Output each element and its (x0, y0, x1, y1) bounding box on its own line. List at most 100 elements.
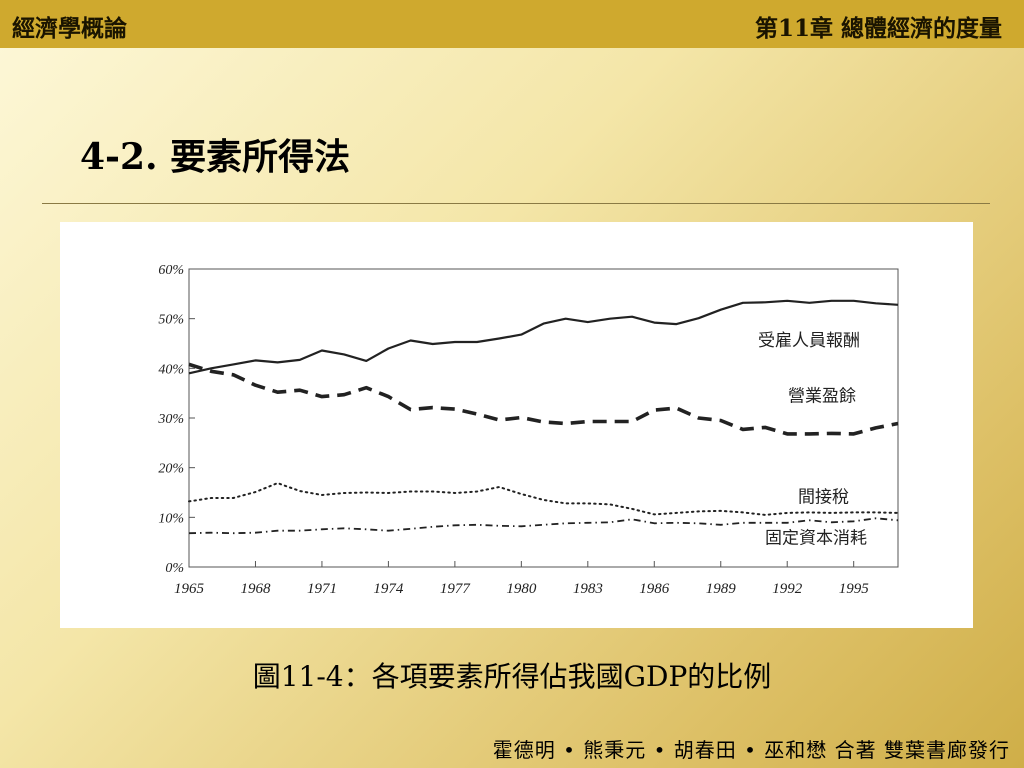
data-point (632, 316, 633, 317)
data-point (432, 526, 433, 527)
data-point (609, 421, 610, 422)
figure-caption: 圖11-4：各項要素所得佔我國GDP的比例 (252, 660, 772, 693)
x-tick-label: 1965 (174, 581, 205, 597)
data-point (875, 512, 876, 513)
data-point (410, 409, 411, 410)
data-point (698, 417, 699, 418)
data-point (698, 318, 699, 319)
data-point (476, 524, 477, 525)
data-point (343, 492, 344, 493)
x-tick-label: 1971 (307, 581, 337, 597)
data-point (809, 512, 810, 513)
data-point (853, 521, 854, 522)
data-point (764, 302, 765, 303)
data-point (233, 497, 234, 498)
data-point (299, 530, 300, 531)
x-tick-label: 1968 (240, 581, 271, 597)
data-point (432, 343, 433, 344)
data-point (388, 492, 389, 493)
data-point (720, 309, 721, 310)
x-tick-label: 1980 (506, 581, 537, 597)
data-point (875, 427, 876, 428)
data-point (565, 423, 566, 424)
x-tick-label: 1977 (440, 581, 472, 597)
data-point (454, 492, 455, 493)
data-point (476, 491, 477, 492)
data-point (277, 482, 278, 483)
data-point (188, 533, 189, 534)
data-point (188, 364, 189, 365)
data-point (654, 514, 655, 515)
data-point (565, 523, 566, 524)
data-point (720, 510, 721, 511)
data-point (543, 323, 544, 324)
header-bar: 經濟學概論 第11章 總體經濟的度量 (0, 0, 1024, 48)
data-point (521, 334, 522, 335)
data-point (388, 396, 389, 397)
y-tick-label: 40% (158, 362, 184, 377)
data-point (831, 433, 832, 434)
data-point (343, 394, 344, 395)
y-tick-label: 0% (165, 561, 184, 576)
data-point (366, 492, 367, 493)
data-point (454, 408, 455, 409)
data-point (499, 419, 500, 420)
series-label: 受雇人員報酬 (758, 331, 860, 351)
x-tick-label: 1986 (639, 581, 670, 597)
data-point (632, 508, 633, 509)
data-point (543, 421, 544, 422)
book-title: 經濟學概論 (12, 15, 127, 42)
data-point (787, 522, 788, 523)
x-tick-label: 1983 (573, 581, 603, 597)
data-point (809, 302, 810, 303)
data-point (698, 523, 699, 524)
data-point (875, 303, 876, 304)
data-point (609, 504, 610, 505)
x-tick-label: 1995 (839, 581, 870, 597)
data-point (587, 322, 588, 323)
data-point (388, 348, 389, 349)
data-point (698, 511, 699, 512)
data-point (543, 524, 544, 525)
series-line (188, 482, 899, 516)
data-point (875, 518, 876, 519)
data-point (764, 522, 765, 523)
data-point (321, 350, 322, 351)
data-point (676, 522, 677, 523)
data-point (720, 420, 721, 421)
data-point (233, 533, 234, 534)
data-point (897, 423, 898, 424)
title-divider (42, 203, 990, 204)
data-point (476, 341, 477, 342)
data-point (299, 490, 300, 491)
data-point (499, 486, 500, 487)
data-point (897, 512, 898, 513)
x-tick-label: 1992 (772, 581, 803, 597)
data-point (853, 433, 854, 434)
data-point (809, 433, 810, 434)
data-point (853, 512, 854, 513)
data-point (587, 503, 588, 504)
data-point (676, 324, 677, 325)
data-point (410, 528, 411, 529)
data-point (476, 413, 477, 414)
data-point (831, 522, 832, 523)
series-label: 間接稅 (798, 487, 849, 507)
data-point (764, 514, 765, 515)
chart-panel: 0% 10% 20% 30% 40% 50% 60% 1965 1968 1971 1974 1977… (60, 222, 973, 628)
data-point (787, 433, 788, 434)
data-point (432, 407, 433, 408)
series-line (188, 362, 899, 436)
data-point (831, 300, 832, 301)
data-point (609, 318, 610, 319)
data-point (277, 530, 278, 531)
data-point (676, 407, 677, 408)
data-point (366, 387, 367, 388)
data-point (211, 371, 212, 372)
series-line (188, 517, 899, 535)
data-point (676, 512, 677, 513)
data-point (233, 364, 234, 365)
data-point (211, 368, 212, 369)
data-point (565, 318, 566, 319)
data-point (454, 525, 455, 526)
